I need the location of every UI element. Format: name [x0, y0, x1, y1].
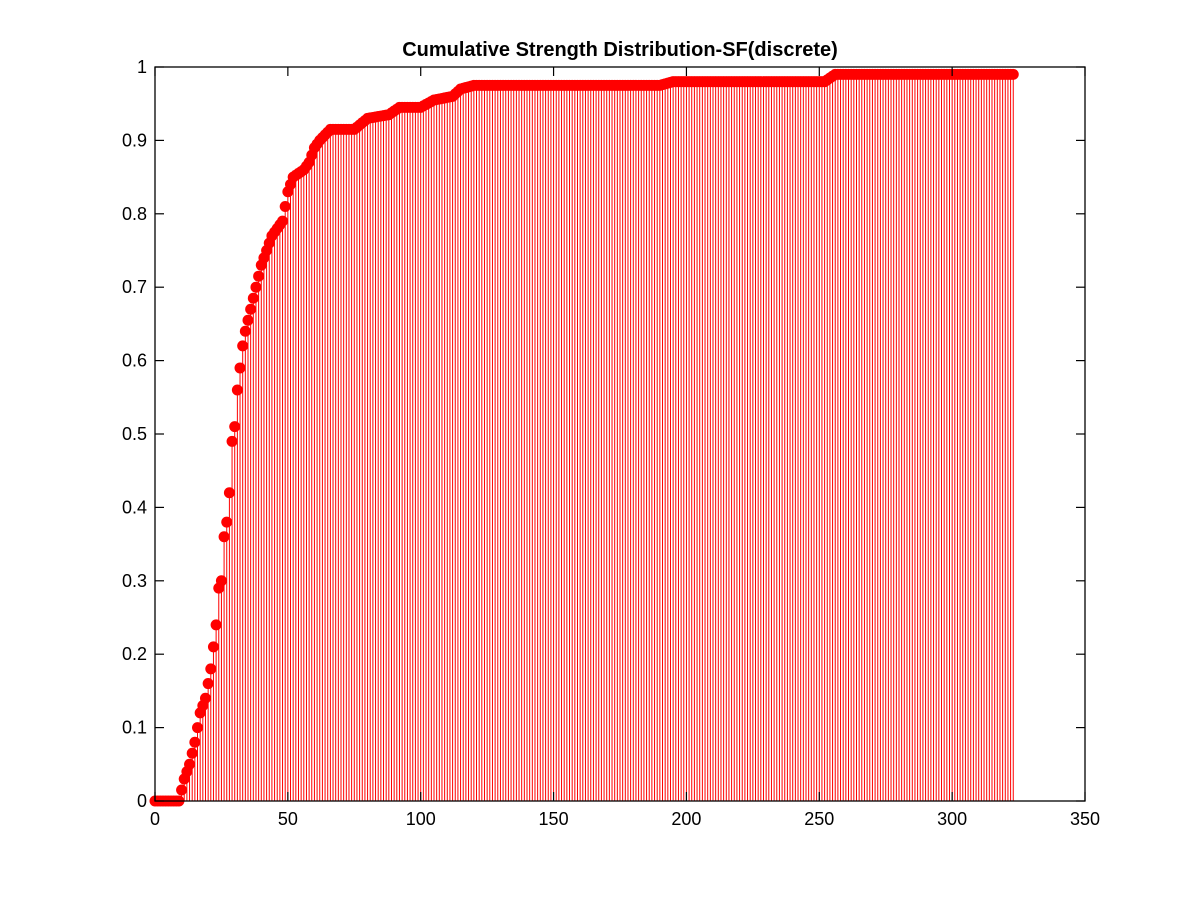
- data-point-marker: [189, 736, 201, 748]
- data-point-marker: [202, 678, 214, 690]
- data-point-marker: [247, 292, 259, 304]
- data-point-marker: [199, 692, 211, 704]
- y-tick-label: 0.2: [122, 644, 147, 664]
- y-tick-label: 0.8: [122, 204, 147, 224]
- data-point-marker: [277, 215, 289, 227]
- y-tick-label: 0.5: [122, 424, 147, 444]
- data-point-marker: [223, 487, 235, 499]
- data-point-marker: [253, 270, 265, 282]
- x-tick-label: 300: [937, 809, 967, 829]
- data-point-marker: [234, 362, 246, 374]
- data-point-marker: [221, 516, 233, 528]
- y-tick-label: 1: [137, 57, 147, 77]
- data-point-marker: [207, 641, 219, 653]
- x-tick-label: 350: [1070, 809, 1100, 829]
- x-tick-label: 250: [804, 809, 834, 829]
- y-tick-label: 0.1: [122, 718, 147, 738]
- data-point-marker: [186, 747, 198, 759]
- data-point-marker: [250, 281, 262, 293]
- y-tick-label: 0.4: [122, 497, 147, 517]
- x-tick-label: 100: [406, 809, 436, 829]
- data-point-marker: [229, 421, 241, 433]
- y-tick-label: 0.9: [122, 130, 147, 150]
- x-tick-label: 0: [150, 809, 160, 829]
- x-tick-label: 200: [671, 809, 701, 829]
- y-tick-label: 0.3: [122, 571, 147, 591]
- chart-title: Cumulative Strength Distribution-SF(disc…: [402, 39, 838, 61]
- data-point-marker: [210, 619, 222, 631]
- data-point-marker: [215, 575, 227, 587]
- x-axis: 0 50 100 150 200 250 300 350: [150, 67, 1100, 829]
- marker-series: [149, 68, 1019, 807]
- data-point-marker: [176, 784, 188, 796]
- data-point-marker: [205, 663, 217, 675]
- data-point-marker: [192, 722, 204, 734]
- y-axis: 0 0.1 0.2 0.3 0.4 0.5 0.6 0.7 0.8 0.9 1: [122, 57, 1085, 811]
- x-tick-label: 150: [539, 809, 569, 829]
- data-point-marker: [231, 384, 243, 396]
- y-tick-label: 0.6: [122, 351, 147, 371]
- data-point-marker: [242, 314, 254, 326]
- data-point-marker: [218, 531, 230, 543]
- x-tick-label: 50: [278, 809, 298, 829]
- stem-series: [181, 74, 1014, 801]
- y-tick-label: 0: [137, 791, 147, 811]
- data-point-marker: [184, 758, 196, 770]
- data-point-marker: [279, 200, 291, 212]
- data-point-marker: [245, 303, 257, 315]
- data-point-marker: [1007, 68, 1019, 80]
- data-point-marker: [226, 435, 238, 447]
- y-tick-label: 0.7: [122, 277, 147, 297]
- data-point-marker: [237, 340, 249, 352]
- data-point-marker: [239, 325, 251, 337]
